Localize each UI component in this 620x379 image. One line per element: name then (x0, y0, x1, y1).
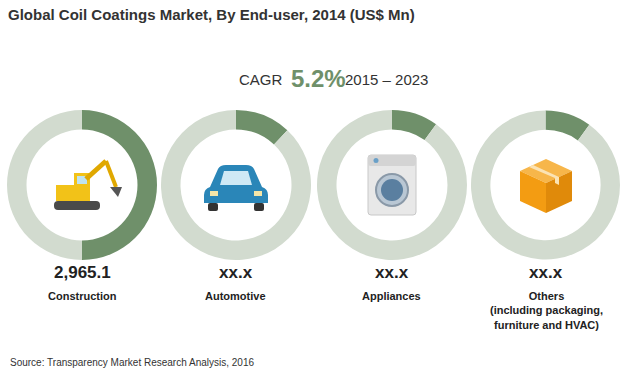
svg-text:xx.x: xx.x (375, 263, 409, 282)
svg-text:xx.x: xx.x (219, 263, 253, 282)
svg-text:CAGR: CAGR (239, 71, 283, 88)
svg-text:Global Coil Coatings Market, B: Global Coil Coatings Market, By End-user… (8, 6, 415, 23)
svg-text:2,965.1: 2,965.1 (54, 263, 111, 282)
svg-text:Automotive: Automotive (205, 290, 266, 302)
svg-text:Source: Transparency Market Re: Source: Transparency Market Research Ana… (10, 357, 254, 368)
svg-text:2015 – 2023: 2015 – 2023 (345, 71, 428, 88)
svg-text:Construction: Construction (48, 290, 117, 302)
svg-text:xx.x: xx.x (529, 263, 563, 282)
svg-text:Others(including packaging,fur: Others(including packaging,furniture and… (490, 290, 603, 331)
svg-text:5.2%: 5.2% (291, 65, 346, 92)
svg-text:Appliances: Appliances (362, 290, 421, 302)
